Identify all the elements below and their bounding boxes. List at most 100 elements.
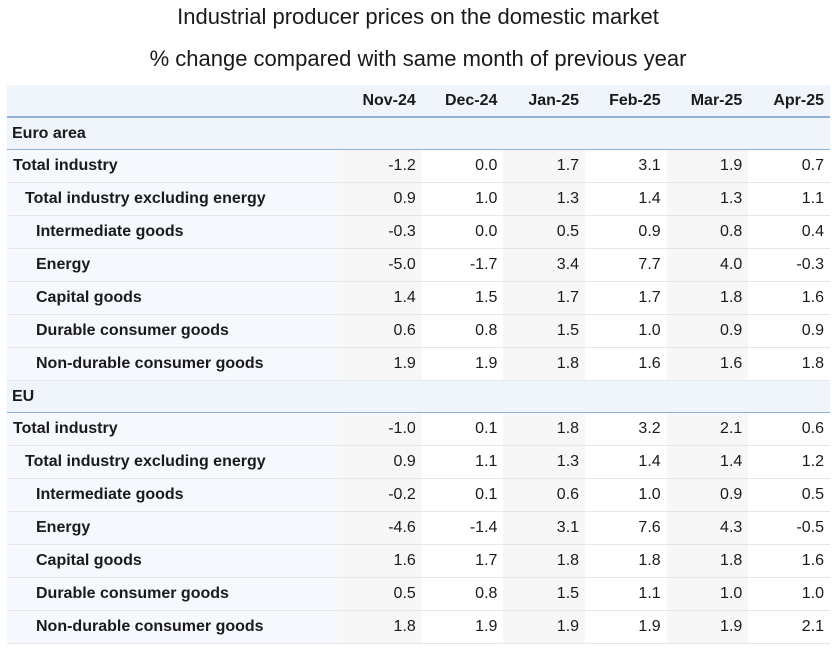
- header-label-cell: [7, 85, 341, 118]
- value-cell: 1.4: [666, 445, 749, 479]
- row-label: Durable consumer goods: [7, 577, 341, 611]
- value-cell: 1.9: [503, 610, 586, 644]
- value-cell: 1.7: [421, 544, 504, 578]
- header-row: Nov-24 Dec-24 Jan-25 Feb-25 Mar-25 Apr-25: [7, 85, 830, 118]
- table-row: Energy -5.0 -1.7 3.4 7.7 4.0 -0.3: [7, 248, 830, 282]
- value-cell: 3.2: [585, 412, 667, 446]
- value-cell: 1.9: [666, 610, 749, 644]
- table-row: Capital goods 1.6 1.7 1.8 1.8 1.8 1.6: [7, 544, 830, 578]
- value-cell: 1.6: [666, 347, 749, 381]
- value-cell: -1.7: [421, 248, 504, 282]
- value-cell: 0.8: [666, 215, 749, 249]
- value-cell: 1.3: [503, 445, 586, 479]
- table-row: Total industry excluding energy 0.9 1.1 1.3…: [7, 445, 830, 479]
- value-cell: 1.3: [503, 182, 586, 216]
- value-cell: 1.3: [666, 182, 749, 216]
- value-cell: 1.9: [421, 610, 504, 644]
- value-cell: 0.0: [421, 215, 504, 249]
- value-cell: 0.9: [340, 182, 422, 216]
- value-cell: 1.7: [585, 281, 667, 315]
- price-table: Nov-24 Dec-24 Jan-25 Feb-25 Mar-25 Apr-25 Eur…: [7, 85, 830, 644]
- value-cell: 3.1: [503, 511, 586, 545]
- value-cell: 1.0: [666, 577, 749, 611]
- value-cell: 0.5: [748, 478, 830, 512]
- value-cell: 1.8: [503, 412, 586, 446]
- group-row: EU: [7, 380, 830, 413]
- value-cell: -1.0: [340, 412, 422, 446]
- value-cell: 0.9: [748, 314, 830, 348]
- value-cell: 0.1: [421, 412, 504, 446]
- value-cell: 1.0: [585, 314, 667, 348]
- row-label: Energy: [7, 511, 341, 545]
- value-cell: -1.2: [340, 149, 422, 183]
- value-cell: 1.1: [421, 445, 504, 479]
- value-cell: 1.5: [421, 281, 504, 315]
- value-cell: 0.6: [340, 314, 422, 348]
- value-cell: 0.9: [340, 445, 422, 479]
- value-cell: -0.5: [748, 511, 830, 545]
- value-cell: -5.0: [340, 248, 422, 282]
- value-cell: 1.7: [503, 281, 586, 315]
- value-cell: 1.8: [503, 347, 586, 381]
- value-cell: -0.2: [340, 478, 422, 512]
- row-label: Total industry excluding energy: [7, 182, 341, 216]
- value-cell: -0.3: [340, 215, 422, 249]
- table-header: Nov-24 Dec-24 Jan-25 Feb-25 Mar-25 Apr-25: [7, 85, 830, 118]
- column-header: Apr-25: [748, 85, 830, 118]
- value-cell: 1.8: [340, 610, 422, 644]
- row-label: Intermediate goods: [7, 215, 341, 249]
- value-cell: 3.4: [503, 248, 586, 282]
- column-header: Mar-25: [666, 85, 749, 118]
- chart-subtitle: % change compared with same month of pre…: [149, 46, 687, 71]
- value-cell: 0.0: [421, 149, 504, 183]
- value-cell: 1.8: [748, 347, 830, 381]
- row-label: Total industry: [7, 149, 341, 183]
- table-row: Non-durable consumer goods 1.9 1.9 1.8 1.6 1.…: [7, 347, 830, 381]
- value-cell: 0.4: [748, 215, 830, 249]
- value-cell: 0.5: [340, 577, 422, 611]
- column-header: Feb-25: [585, 85, 667, 118]
- value-cell: 0.9: [666, 314, 749, 348]
- value-cell: 1.9: [421, 347, 504, 381]
- row-label: Durable consumer goods: [7, 314, 341, 348]
- column-header: Nov-24: [340, 85, 422, 118]
- value-cell: 7.7: [585, 248, 667, 282]
- value-cell: 1.4: [585, 445, 667, 479]
- value-cell: 1.8: [666, 544, 749, 578]
- value-cell: 1.8: [503, 544, 586, 578]
- value-cell: 0.8: [421, 577, 504, 611]
- value-cell: 3.1: [585, 149, 667, 183]
- row-label: Capital goods: [7, 281, 341, 315]
- value-cell: 0.7: [748, 149, 830, 183]
- table-row: Intermediate goods -0.2 0.1 0.6 1.0 0.9 0.5: [7, 478, 830, 512]
- table-row: Capital goods 1.4 1.5 1.7 1.7 1.8 1.6: [7, 281, 830, 315]
- table-row: Durable consumer goods 0.5 0.8 1.5 1.1 1.0 1.0: [7, 577, 830, 611]
- value-cell: 1.8: [666, 281, 749, 315]
- value-cell: 1.0: [421, 182, 504, 216]
- column-header: Jan-25: [503, 85, 586, 118]
- value-cell: 1.7: [503, 149, 586, 183]
- row-label: Energy: [7, 248, 341, 282]
- table-row: Energy -4.6 -1.4 3.1 7.6 4.3 -0.5: [7, 511, 830, 545]
- value-cell: 7.6: [585, 511, 667, 545]
- row-label: Non-durable consumer goods: [7, 347, 341, 381]
- value-cell: 1.0: [748, 577, 830, 611]
- value-cell: 1.5: [503, 314, 586, 348]
- value-cell: -1.4: [421, 511, 504, 545]
- value-cell: 1.4: [340, 281, 422, 315]
- table-row: Durable consumer goods 0.6 0.8 1.5 1.0 0.9 0.9: [7, 314, 830, 348]
- table-row: Non-durable consumer goods 1.8 1.9 1.9 1.9 1.…: [7, 610, 830, 644]
- value-cell: 2.1: [748, 610, 830, 644]
- value-cell: -4.6: [340, 511, 422, 545]
- group-label: Euro area: [7, 117, 830, 150]
- value-cell: 1.8: [585, 544, 667, 578]
- table-row: Total industry -1.2 0.0 1.7 3.1 1.9 0.7: [7, 149, 830, 183]
- value-cell: 1.5: [503, 577, 586, 611]
- value-cell: 0.6: [748, 412, 830, 446]
- value-cell: 1.4: [585, 182, 667, 216]
- row-label: Total industry excluding energy: [7, 445, 341, 479]
- row-label: Non-durable consumer goods: [7, 610, 341, 644]
- group-row: Euro area: [7, 117, 830, 150]
- value-cell: 0.8: [421, 314, 504, 348]
- value-cell: 0.9: [666, 478, 749, 512]
